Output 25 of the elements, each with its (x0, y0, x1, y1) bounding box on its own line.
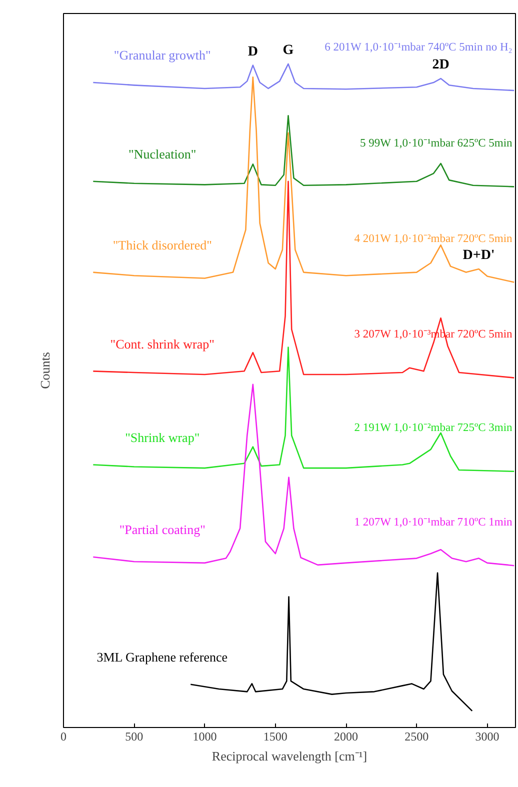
series-label: "Thick disordered" (112, 237, 212, 252)
annotation: 2D (432, 58, 450, 73)
series-label: "Shrink wrap" (125, 430, 200, 445)
annotation: D (248, 44, 258, 60)
x-tick-label: 3000 (475, 730, 500, 744)
series-label: 3ML Graphene reference (96, 649, 228, 664)
x-tick-label: 1000 (192, 730, 217, 744)
series-label: "Granular growth" (114, 48, 211, 63)
annotation: G (282, 42, 294, 58)
y-axis-title: Counts (38, 352, 52, 389)
annotation: 1 207W 1,0·10⁻¹mbar 710ºC 1min (354, 516, 513, 528)
annotation: 2 191W 1,0·10⁻²mbar 725ºC 3min (354, 422, 513, 434)
x-axis-title: Reciprocal wavelength [cm⁻¹] (212, 748, 368, 764)
x-tick-label: 0 (60, 730, 66, 744)
x-tick-label: 1500 (263, 730, 288, 744)
text: 6 201W 1,0·10⁻¹mbar 740ºC 5min no H₂ (324, 41, 512, 54)
annotation: D+D' (462, 248, 495, 263)
series-label: "Cont. shrink wrap" (110, 336, 214, 352)
x-tick-label: 500 (125, 730, 144, 744)
annotation: 4 201W 1,0·10⁻²mbar 720ºC 5min (354, 233, 513, 246)
annotation: 5 99W 1,0·10⁻¹mbar 625ºC 5min (360, 138, 513, 150)
series-label: "Partial coating" (119, 522, 206, 538)
x-tick-label: 2000 (334, 730, 358, 744)
x-tick-label: 2500 (404, 730, 429, 744)
series-label: "Nucleation" (128, 146, 196, 162)
